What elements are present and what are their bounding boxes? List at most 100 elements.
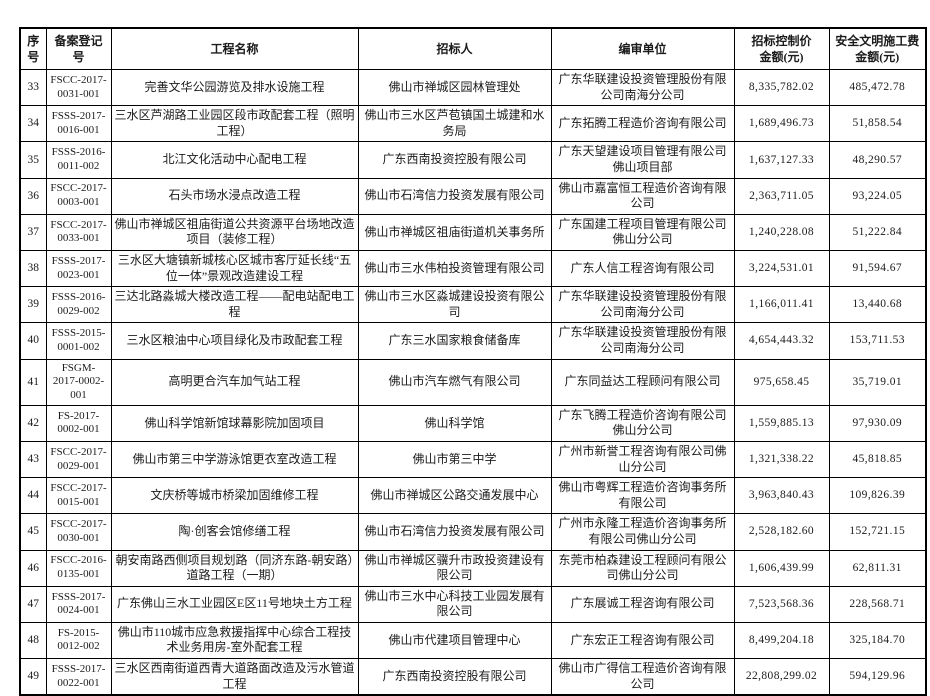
cell-project_name: 三水区大塘镇新城核心区城市客厅延长线“五位一体”景观改造建设工程 xyxy=(110,249,359,288)
cell-reg_no: FSCC-2017-0015-001 xyxy=(45,477,112,515)
cell-review_unit: 广东宏正工程咨询有限公司 xyxy=(550,621,735,660)
cell-project_name: 佛山市第三中学游泳馆更衣室改造工程 xyxy=(110,440,359,479)
cell-tenderer: 佛山市三水区淼城建设投资有限公司 xyxy=(357,286,552,324)
column-header-review_unit: 编审单位 xyxy=(550,27,735,70)
cell-control_price: 1,606,439.99 xyxy=(733,549,830,587)
cell-control_price: 8,335,782.02 xyxy=(733,68,830,107)
cell-control_price: 975,658.45 xyxy=(733,358,830,406)
table-row: 45 FSCC-2017-0030-001 陶·创客会馆修缮工程 佛山市石湾信力投资发… xyxy=(19,513,927,551)
cell-serial: 48 xyxy=(19,621,47,660)
cell-review_unit: 广东华联建设投资管理股份有限公司南海分公司 xyxy=(550,322,735,360)
cell-project_name: 佛山市110城市应急救援指挥中心综合工程技术业务用房-室外配套工程 xyxy=(110,621,359,660)
cell-tenderer: 佛山市石湾信力投资发展有限公司 xyxy=(357,177,552,215)
cell-serial: 44 xyxy=(19,477,47,515)
cell-reg_no: FSSS-2015-0001-002 xyxy=(45,322,112,360)
cell-review_unit: 广东飞腾工程造价咨询有限公司佛山分公司 xyxy=(550,404,735,442)
cell-control_price: 1,559,885.13 xyxy=(733,404,830,442)
cell-reg_no: FSSS-2017-0024-001 xyxy=(45,585,112,623)
table-row: 47 FSSS-2017-0024-001 广东佛山三水工业园区E区11号地块土方工… xyxy=(19,585,927,623)
cell-safety_fee: 594,129.96 xyxy=(828,658,927,696)
cell-reg_no: FSSS-2017-0022-001 xyxy=(45,658,112,696)
table-row: 38 FSSS-2017-0023-001 三水区大塘镇新城核心区城市客厅延长线“五… xyxy=(19,249,927,288)
cell-tenderer: 佛山市石湾信力投资发展有限公司 xyxy=(357,513,552,551)
cell-serial: 41 xyxy=(19,358,47,406)
cell-tenderer: 佛山市第三中学 xyxy=(357,440,552,479)
cell-serial: 40 xyxy=(19,322,47,360)
cell-review_unit: 东莞市柏森建设工程顾问有限公司佛山分公司 xyxy=(550,549,735,587)
table-row: 42 FS-2017-0002-001 佛山科学馆新馆球幕影院加固项目 佛山科学馆 广东… xyxy=(19,404,927,442)
cell-safety_fee: 91,594.67 xyxy=(828,249,927,288)
cell-review_unit: 广州市新誉工程咨询有限公司佛山分公司 xyxy=(550,440,735,479)
table-body: 33 FSCC-2017-0031-001 完善文华公园游览及排水设施工程佛山市禅城… xyxy=(19,68,927,696)
cell-control_price: 2,528,182.60 xyxy=(733,513,830,551)
cell-serial: 38 xyxy=(19,249,47,288)
cell-project_name: 广东佛山三水工业园区E区11号地块土方工程 xyxy=(110,585,359,623)
cell-safety_fee: 93,224.05 xyxy=(828,177,927,215)
cell-project_name: 三水区西南街道西青大道路面改造及污水管道工程 xyxy=(110,658,359,696)
cell-safety_fee: 97,930.09 xyxy=(828,404,927,442)
column-header-project_name: 工程名称 xyxy=(110,27,359,70)
cell-review_unit: 广东天望建设项目管理有限公司佛山项目部 xyxy=(550,141,735,179)
table-row: 43 FSCC-2017-0029-001 佛山市第三中学游泳馆更衣室改造工程 佛山市… xyxy=(19,440,927,479)
cell-reg_no: FSSS-2016-0029-002 xyxy=(45,286,112,324)
cell-control_price: 1,240,228.08 xyxy=(733,213,830,251)
column-header-serial: 序号 xyxy=(19,27,47,70)
cell-safety_fee: 325,184.70 xyxy=(828,621,927,660)
cell-project_name: 三水区芦湖路工业园区段市政配套工程（照明工程） xyxy=(110,105,359,143)
table-header-row: 序号 备案登记号 工程名称 招标人 编审单位 招标控制价 金额(元) 安全文明施工费 金额(… xyxy=(19,27,927,70)
cell-review_unit: 广东人信工程咨询有限公司 xyxy=(550,249,735,288)
cell-review_unit: 广东华联建设投资管理股份有限公司南海分公司 xyxy=(550,286,735,324)
cell-control_price: 1,166,011.41 xyxy=(733,286,830,324)
cell-review_unit: 佛山市嘉富恒工程造价咨询有限公司 xyxy=(550,177,735,215)
cell-review_unit: 佛山市粤辉工程造价咨询事务所有限公司 xyxy=(550,477,735,515)
cell-serial: 34 xyxy=(19,105,47,143)
cell-serial: 46 xyxy=(19,549,47,587)
cell-safety_fee: 485,472.78 xyxy=(828,68,927,107)
cell-safety_fee: 35,719.01 xyxy=(828,358,927,406)
cell-serial: 36 xyxy=(19,177,47,215)
cell-control_price: 4,654,443.32 xyxy=(733,322,830,360)
table-row: 35 FSSS-2016-0011-002 北江文化活动中心配电工程 广东西南投资控股… xyxy=(19,141,927,179)
cell-reg_no: FS-2017-0002-001 xyxy=(45,404,112,442)
column-header-reg_no: 备案登记号 xyxy=(45,27,112,70)
cell-tenderer: 广东西南投资控股有限公司 xyxy=(357,141,552,179)
cell-project_name: 石头市场水浸点改造工程 xyxy=(110,177,359,215)
cell-control_price: 1,689,496.73 xyxy=(733,105,830,143)
cell-control_price: 1,321,338.22 xyxy=(733,440,830,479)
cell-serial: 33 xyxy=(19,68,47,107)
cell-tenderer: 佛山科学馆 xyxy=(357,404,552,442)
column-header-tenderer: 招标人 xyxy=(357,27,552,70)
cell-serial: 43 xyxy=(19,440,47,479)
cell-reg_no: FSCC-2017-0031-001 xyxy=(45,68,112,107)
cell-serial: 35 xyxy=(19,141,47,179)
column-header-control_price: 招标控制价 金额(元) xyxy=(733,27,830,70)
cell-project_name: 佛山科学馆新馆球幕影院加固项目 xyxy=(110,404,359,442)
table-row: 44 FSCC-2017-0015-001 文庆桥等城市桥梁加固维修工程 佛山市禅城区… xyxy=(19,477,927,515)
cell-serial: 37 xyxy=(19,213,47,251)
cell-project_name: 陶·创客会馆修缮工程 xyxy=(110,513,359,551)
cell-review_unit: 广东拓腾工程造价咨询有限公司 xyxy=(550,105,735,143)
cell-review_unit: 佛山市广得信工程造价咨询有限公司 xyxy=(550,658,735,696)
cell-tenderer: 佛山市禅城区祖庙街道机关事务所 xyxy=(357,213,552,251)
cell-serial: 39 xyxy=(19,286,47,324)
cell-review_unit: 广东同益达工程顾问有限公司 xyxy=(550,358,735,406)
cell-review_unit: 广东展诚工程咨询有限公司 xyxy=(550,585,735,623)
column-header-safety_fee: 安全文明施工费 金额(元) xyxy=(828,27,927,70)
cell-review_unit: 广东国建工程项目管理有限公司佛山分公司 xyxy=(550,213,735,251)
cell-reg_no: FS-2015-0012-002 xyxy=(45,621,112,660)
cell-safety_fee: 45,818.85 xyxy=(828,440,927,479)
cell-tenderer: 佛山市代建项目管理中心 xyxy=(357,621,552,660)
cell-control_price: 7,523,568.36 xyxy=(733,585,830,623)
cell-project_name: 三达北路淼城大楼改造工程——配电站配电工程 xyxy=(110,286,359,324)
cell-safety_fee: 51,858.54 xyxy=(828,105,927,143)
cell-project_name: 北江文化活动中心配电工程 xyxy=(110,141,359,179)
cell-safety_fee: 13,440.68 xyxy=(828,286,927,324)
table-row: 48 FS-2015-0012-002 佛山市110城市应急救援指挥中心综合工程技术… xyxy=(19,621,927,660)
cell-tenderer: 佛山市三水中心科技工业园发展有限公司 xyxy=(357,585,552,623)
cell-review_unit: 广东华联建设投资管理股份有限公司南海分公司 xyxy=(550,68,735,107)
cell-serial: 45 xyxy=(19,513,47,551)
cell-control_price: 3,963,840.43 xyxy=(733,477,830,515)
cell-project_name: 完善文华公园游览及排水设施工程 xyxy=(110,68,359,107)
table-row: 39 FSSS-2016-0029-002 三达北路淼城大楼改造工程——配电站配电工… xyxy=(19,286,927,324)
cell-project_name: 文庆桥等城市桥梁加固维修工程 xyxy=(110,477,359,515)
